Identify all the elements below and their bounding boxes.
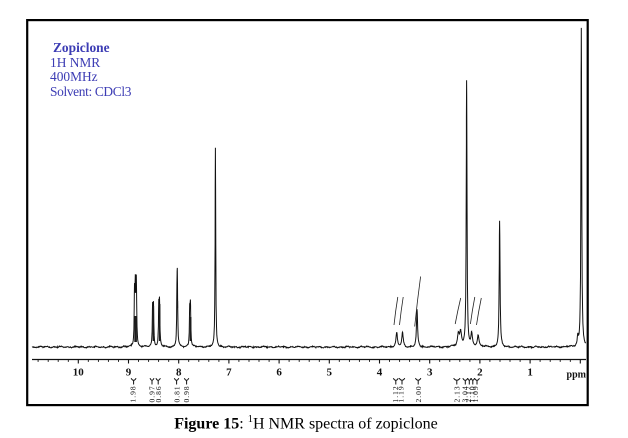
svg-text:3.04: 3.04 (461, 385, 470, 402)
svg-text:4: 4 (377, 367, 383, 379)
svg-text:0.97: 0.97 (148, 385, 157, 402)
svg-text:2.13: 2.13 (453, 385, 462, 402)
svg-text:2.00: 2.00 (414, 385, 423, 402)
svg-text:3: 3 (427, 367, 433, 379)
svg-text:0.98: 0.98 (182, 385, 191, 402)
svg-text:2.17: 2.17 (464, 385, 473, 402)
svg-text:ppm: ppm (567, 370, 587, 381)
svg-text:9: 9 (126, 367, 132, 379)
svg-text:1.10: 1.10 (468, 385, 477, 402)
svg-text:7: 7 (226, 367, 232, 379)
svg-text:1.09: 1.09 (471, 385, 480, 402)
svg-text:8: 8 (176, 367, 182, 379)
svg-text:0.86: 0.86 (154, 385, 163, 402)
svg-text:1: 1 (527, 367, 533, 379)
svg-text:1.98: 1.98 (129, 385, 138, 402)
svg-text:1.19: 1.19 (396, 385, 405, 402)
svg-text:2: 2 (477, 367, 483, 379)
svg-text:6: 6 (276, 367, 282, 379)
svg-text:10: 10 (73, 367, 85, 379)
svg-text:5: 5 (327, 367, 333, 379)
svg-text:1.12: 1.12 (391, 385, 400, 402)
svg-text:0.81: 0.81 (173, 385, 182, 402)
